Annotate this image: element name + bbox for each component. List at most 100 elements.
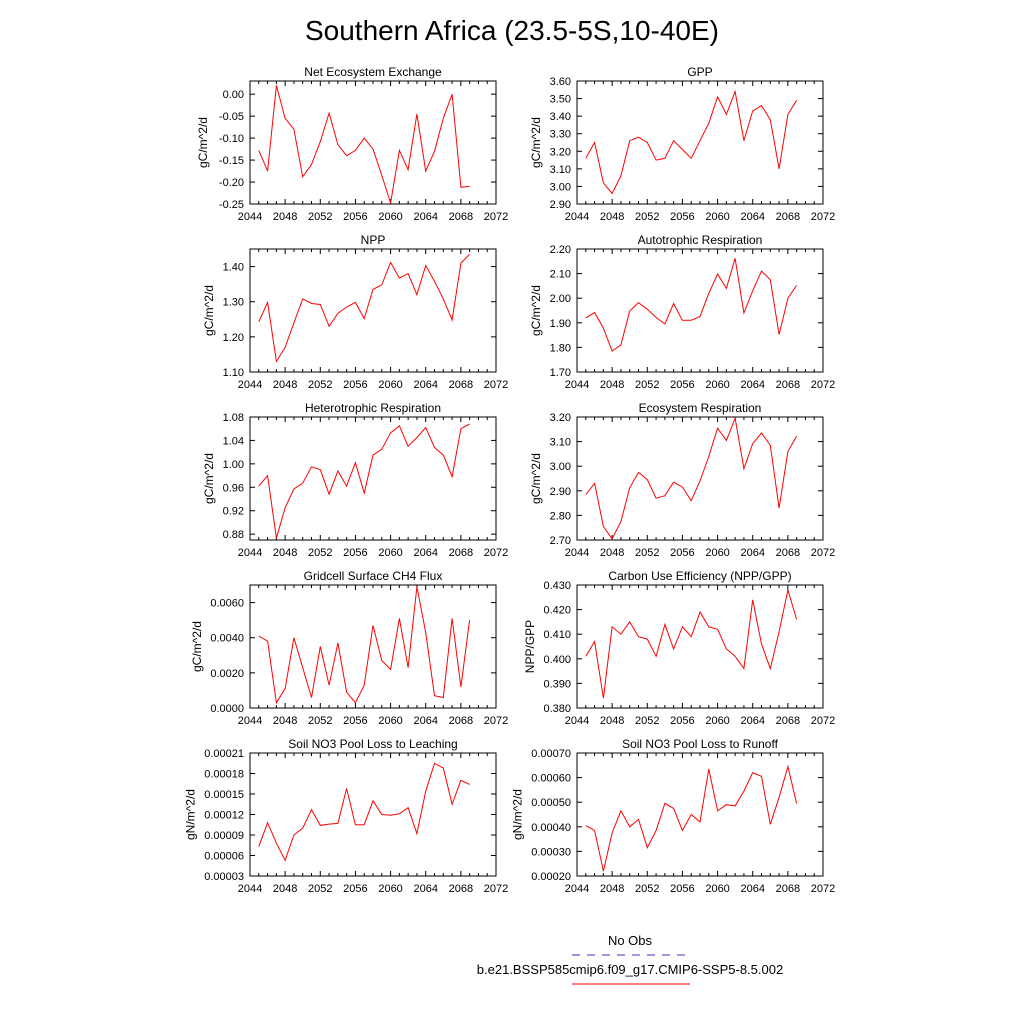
x-tick-label: 2048 [273, 547, 297, 559]
x-tick-label: 2048 [600, 211, 624, 223]
x-tick-label: 2064 [740, 547, 764, 559]
series-line [585, 416, 798, 540]
y-tick-label: -0.25 [219, 199, 244, 211]
y-tick-label: 3.20 [550, 146, 571, 158]
y-tick-label: 0.0040 [210, 633, 244, 645]
figure-title: Southern Africa (23.5-5S,10-40E) [305, 15, 719, 46]
plot-frame [249, 584, 497, 709]
plot-frame [249, 80, 497, 205]
y-tick-label: 1.10 [223, 367, 244, 379]
x-tick-label: 2056 [343, 883, 367, 895]
x-tick-label: 2072 [811, 883, 835, 895]
plot-frame [576, 248, 824, 373]
x-tick-label: 2060 [378, 211, 402, 223]
y-axis-label: gC/m^2/d [529, 285, 543, 336]
y-axis-label: gC/m^2/d [529, 117, 543, 168]
series-line [258, 586, 471, 705]
series-line [258, 253, 470, 363]
y-axis-label: gC/m^2/d [196, 117, 210, 168]
y-tick-label: 3.10 [550, 437, 571, 449]
y-tick-label: 3.50 [550, 94, 571, 106]
x-tick-label: 2068 [449, 715, 473, 727]
y-tick-label: 0.88 [223, 529, 244, 541]
y-tick-label: 0.430 [543, 580, 571, 592]
y-axis-label: gC/m^2/d [202, 453, 216, 504]
x-tick-label: 2056 [670, 715, 694, 727]
y-tick-label: 0.400 [543, 654, 571, 666]
x-tick-label: 2052 [308, 547, 332, 559]
series-line [258, 423, 470, 539]
y-tick-label: 0.00015 [204, 789, 244, 801]
x-tick-label: 2060 [378, 715, 402, 727]
x-tick-label: 2072 [811, 547, 835, 559]
x-tick-label: 2064 [413, 379, 437, 391]
x-tick-label: 2044 [238, 547, 262, 559]
x-tick-label: 2056 [670, 883, 694, 895]
plot-frame [576, 416, 824, 541]
x-tick-label: 2064 [740, 883, 764, 895]
x-tick-label: 2052 [308, 715, 332, 727]
y-tick-label: 1.20 [223, 332, 244, 344]
y-tick-label: 1.04 [223, 435, 244, 447]
x-tick-label: 2064 [740, 379, 764, 391]
y-axis-label: gN/m^2/d [184, 789, 198, 840]
y-tick-label: 1.80 [550, 342, 571, 354]
series-line [585, 258, 798, 352]
y-tick-label: 1.90 [550, 318, 571, 330]
x-tick-label: 2064 [413, 547, 437, 559]
x-tick-label: 2052 [635, 379, 659, 391]
x-tick-label: 2072 [484, 883, 508, 895]
y-tick-label: 3.10 [550, 164, 571, 176]
x-tick-label: 2044 [565, 715, 589, 727]
x-tick-label: 2060 [705, 883, 729, 895]
x-tick-label: 2048 [273, 211, 297, 223]
x-tick-label: 2044 [238, 379, 262, 391]
x-tick-label: 2044 [238, 211, 262, 223]
y-tick-label: 0.410 [543, 629, 571, 641]
x-tick-label: 2064 [413, 883, 437, 895]
y-axis-label: gC/m^2/d [202, 285, 216, 336]
panel-title: Autotrophic Respiration [638, 233, 763, 247]
y-tick-label: 0.00030 [531, 846, 571, 858]
y-tick-label: 0.0000 [210, 703, 244, 715]
panel-title: Carbon Use Efficiency (NPP/GPP) [608, 569, 791, 583]
x-tick-label: 2072 [484, 211, 508, 223]
plot-frame [249, 416, 497, 541]
x-tick-label: 2044 [565, 547, 589, 559]
y-tick-label: 1.40 [223, 262, 244, 274]
y-tick-label: 0.00021 [204, 748, 244, 760]
y-tick-label: 0.00 [223, 89, 244, 101]
y-tick-label: 0.00006 [204, 851, 244, 863]
x-tick-label: 2052 [635, 883, 659, 895]
x-tick-label: 2068 [776, 547, 800, 559]
x-tick-label: 2068 [449, 379, 473, 391]
y-tick-label: 2.80 [550, 510, 571, 522]
panel-title: Soil NO3 Pool Loss to Runoff [622, 737, 779, 751]
y-tick-label: 2.70 [550, 535, 571, 547]
legend-label-no-obs: No Obs [608, 933, 653, 948]
y-tick-label: 0.390 [543, 678, 571, 690]
x-tick-label: 2064 [413, 715, 437, 727]
x-tick-label: 2056 [343, 379, 367, 391]
plot-frame [576, 80, 824, 205]
series-line [585, 89, 798, 195]
x-tick-label: 2072 [484, 715, 508, 727]
y-tick-label: -0.20 [219, 177, 244, 189]
x-tick-label: 2044 [238, 883, 262, 895]
y-tick-label: 0.00070 [531, 748, 571, 760]
y-tick-label: 0.00050 [531, 797, 571, 809]
y-tick-label: 1.08 [223, 412, 244, 424]
x-tick-label: 2072 [811, 715, 835, 727]
y-tick-label: 0.0060 [210, 598, 244, 610]
panel-heterotrophic-respiration: Heterotrophic Respiration 2044 2048 2052 205… [202, 401, 508, 559]
panels-group: Net Ecosystem Exchange 2044 2048 2052 2056 20… [184, 65, 836, 895]
x-tick-label: 2052 [635, 211, 659, 223]
series-line [585, 764, 798, 872]
panel-title: Ecosystem Respiration [639, 401, 762, 415]
y-tick-label: 0.96 [223, 482, 244, 494]
legend: No Obs b.e21.BSSP585cmip6.f09_g17.CMIP6-… [477, 933, 783, 985]
x-tick-label: 2060 [705, 379, 729, 391]
x-tick-label: 2056 [343, 211, 367, 223]
x-tick-label: 2052 [308, 379, 332, 391]
x-tick-label: 2056 [670, 547, 694, 559]
